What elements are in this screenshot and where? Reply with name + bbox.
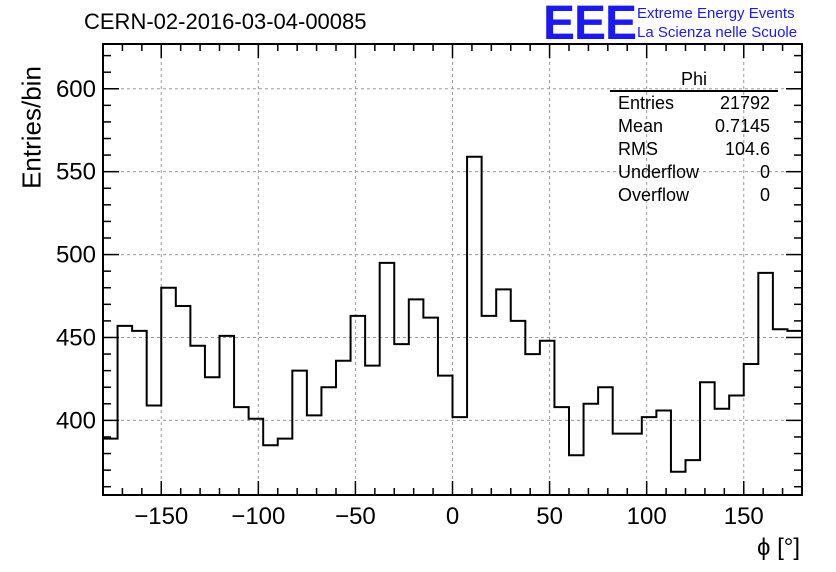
stats-value: 0 xyxy=(759,162,770,182)
y-tick-label: 450 xyxy=(56,324,96,351)
histogram-bin xyxy=(686,460,701,495)
histogram-bin xyxy=(642,417,657,495)
histogram-bin xyxy=(423,318,438,495)
histogram-bin xyxy=(147,405,162,495)
histogram-bin xyxy=(511,321,526,495)
histogram-bin xyxy=(438,376,453,495)
histogram-bin xyxy=(176,306,191,495)
histogram-bin xyxy=(525,354,540,495)
x-tick-label: −150 xyxy=(134,503,188,530)
x-tick-label: 100 xyxy=(627,503,667,530)
x-tick-label: −50 xyxy=(335,503,376,530)
histogram-bin xyxy=(234,407,249,495)
stats-row-overflow: Overflow 0 xyxy=(610,184,778,207)
histogram-bin xyxy=(496,289,511,495)
stats-row-entries: Entries 21792 xyxy=(610,92,778,115)
histogram-bin xyxy=(700,382,715,495)
stats-label: Underflow xyxy=(618,162,700,182)
histogram-bin xyxy=(613,434,628,495)
histogram-bin xyxy=(292,371,307,495)
histogram-bin xyxy=(351,316,366,495)
histogram-bin xyxy=(540,341,555,495)
histogram-bin xyxy=(569,455,584,495)
stats-box: Phi Entries 21792 Mean 0.7145 RMS 104.6 … xyxy=(610,68,778,207)
histogram-bin xyxy=(380,263,395,495)
stats-label: Entries xyxy=(618,93,675,113)
histogram-bin xyxy=(773,329,788,495)
stats-label: Overflow xyxy=(618,185,690,205)
stats-value: 0 xyxy=(759,185,770,205)
stats-row-underflow: Underflow 0 xyxy=(610,161,778,184)
histogram-bin xyxy=(263,445,278,495)
x-tick-label: −100 xyxy=(231,503,285,530)
stats-value: 21792 xyxy=(719,93,770,113)
histogram-bin xyxy=(627,434,642,495)
histogram-bin xyxy=(409,299,424,495)
x-tick-label: 150 xyxy=(724,503,764,530)
y-axis-label: Entries/bin xyxy=(16,66,47,189)
stats-title: Phi xyxy=(610,68,778,92)
histogram-bin xyxy=(467,157,482,495)
histogram-bin xyxy=(336,361,351,495)
histogram-series xyxy=(102,155,803,495)
stats-label: Mean xyxy=(618,116,664,136)
y-tick-label: 500 xyxy=(56,242,96,269)
histogram-bin xyxy=(249,419,264,495)
x-tick-label: 50 xyxy=(536,503,563,530)
histogram-bin xyxy=(321,387,336,495)
histogram-bin xyxy=(453,417,468,495)
logo-line-1: Extreme Energy Events xyxy=(637,5,795,22)
histogram-bin xyxy=(598,387,613,495)
logo-caption: Extreme Energy Events La Scienza nelle S… xyxy=(637,4,797,42)
histogram-bin xyxy=(205,377,220,495)
eee-logo: EEE xyxy=(543,0,637,50)
histogram-bin xyxy=(744,364,759,495)
histogram-bin xyxy=(190,346,205,495)
histogram-bin xyxy=(758,273,773,495)
histogram-bin xyxy=(220,336,235,495)
stats-row-mean: Mean 0.7145 xyxy=(610,115,778,138)
stats-value: 0.7145 xyxy=(714,116,770,136)
y-tick-label: 400 xyxy=(56,407,96,434)
histogram-bin xyxy=(307,415,322,495)
histogram-bin xyxy=(118,326,133,495)
histogram-bin xyxy=(729,396,744,495)
chart-title: CERN-02-2016-03-04-00085 xyxy=(84,9,367,34)
histogram-bin xyxy=(482,316,497,495)
histogram-bin xyxy=(554,407,569,495)
histogram-bin xyxy=(584,404,599,495)
histogram-bin xyxy=(715,409,730,495)
logo-line-2: La Scienza nelle Scuole xyxy=(637,24,798,41)
y-tick-label: 550 xyxy=(56,159,96,186)
stats-row-rms: RMS 104.6 xyxy=(610,138,778,161)
histogram-bin xyxy=(671,472,686,495)
histogram-bin xyxy=(161,288,176,495)
x-axis-label: ϕ [°] xyxy=(756,534,800,561)
y-tick-label: 600 xyxy=(56,76,96,103)
histogram-bin xyxy=(365,366,380,495)
histogram-bin xyxy=(656,410,671,495)
stats-value: 104.6 xyxy=(724,139,770,159)
x-tick-label: 0 xyxy=(446,503,459,530)
stats-label: RMS xyxy=(618,139,658,159)
histogram-bin xyxy=(278,439,293,495)
histogram-bin xyxy=(132,331,147,495)
histogram-bin xyxy=(394,344,409,495)
